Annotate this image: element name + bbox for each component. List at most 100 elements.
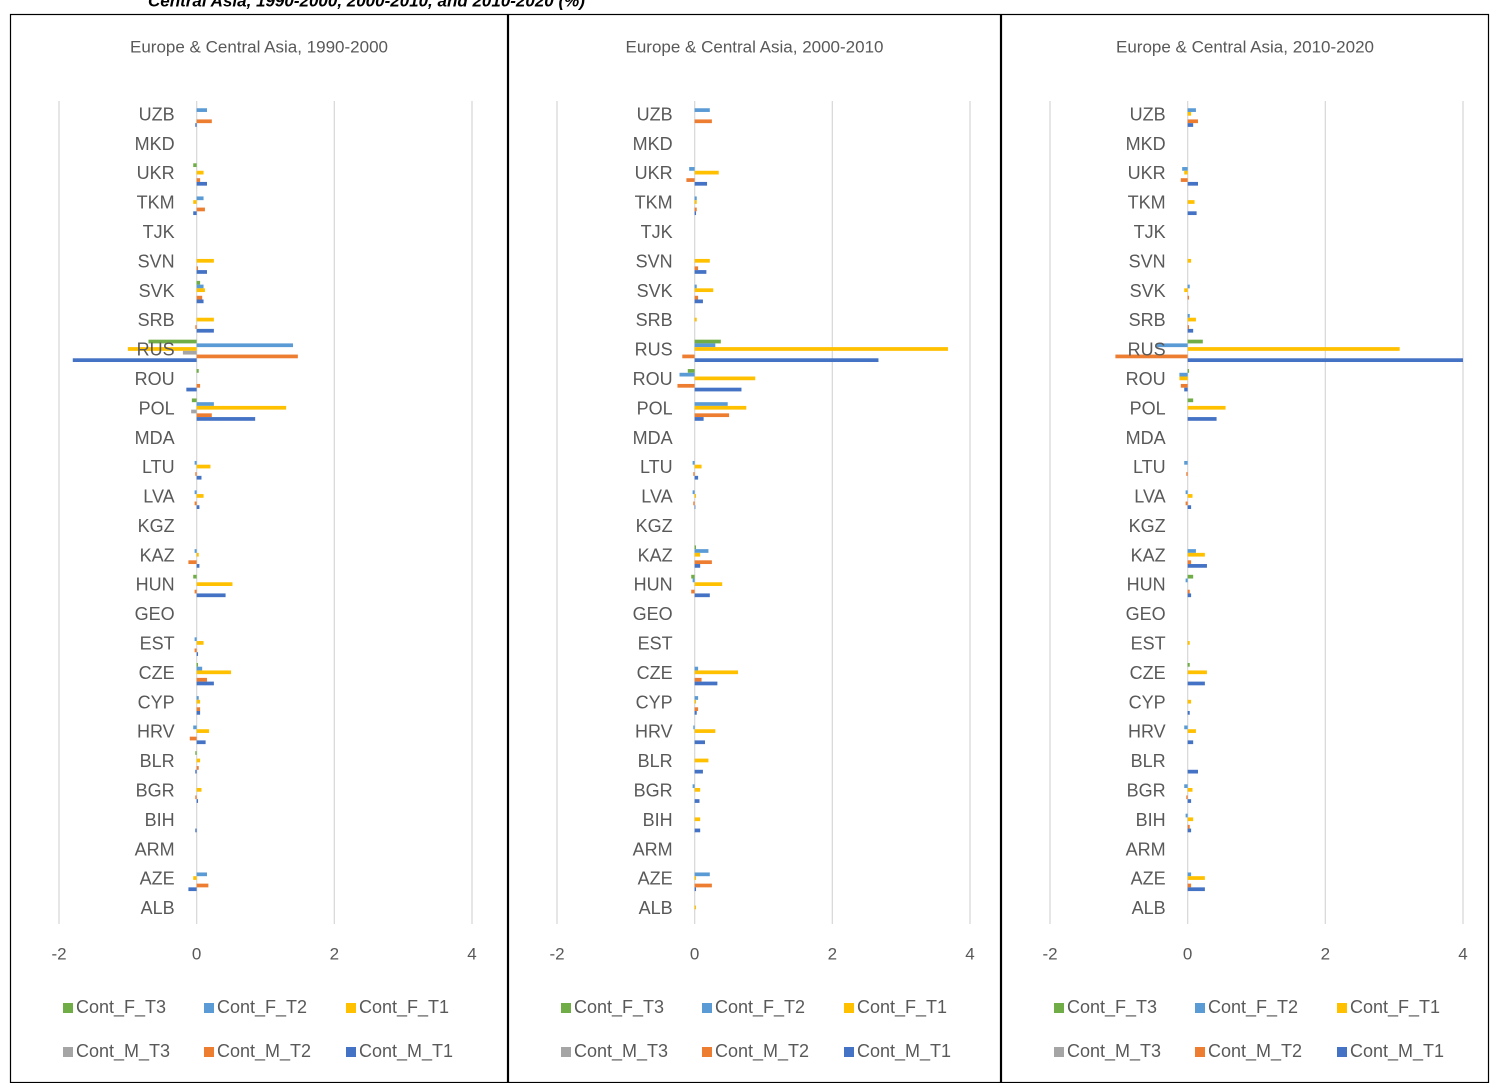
bar [196,758,201,763]
bar [196,582,233,586]
bar [1187,398,1194,403]
y-tick-label: EST [1131,634,1166,654]
bar [1187,769,1198,774]
bar [693,725,695,730]
bar [694,593,710,598]
bar [196,295,203,300]
bar [694,288,714,293]
bar [196,666,203,671]
y-tick-label: TJK [1134,222,1166,242]
legend-swatch [561,1047,571,1057]
bar [1187,108,1196,112]
bar [694,270,707,274]
bar [196,788,202,792]
bar [196,402,214,406]
y-tick-label: RUS [1128,340,1166,360]
bar [195,795,197,800]
bar [196,872,207,877]
y-tick-label: LTU [1133,457,1166,477]
legend-swatch [1337,1047,1347,1057]
bar [1187,317,1196,322]
legend-swatch [844,1047,854,1057]
legend-label: Cont_F_T2 [715,997,805,1018]
y-tick-label: SRB [138,310,175,330]
bar [693,472,695,476]
y-tick-label: CYP [636,692,673,712]
bar [694,200,697,204]
y-tick-label: UKR [1128,163,1166,183]
legend-swatch [1337,1003,1347,1013]
bar [196,641,204,645]
bar [1187,339,1203,344]
bar [196,280,201,285]
bar [694,729,716,733]
y-tick-label: BIH [145,810,175,830]
x-tick-label: 0 [690,944,699,963]
bar [194,589,197,594]
y-tick-label: TKM [137,193,175,213]
chart-title: Europe & Central Asia, 1990-2000 [130,37,388,56]
bar [196,343,294,348]
bar [694,317,697,322]
bar [1187,325,1190,329]
bar [196,883,209,888]
bar [694,883,712,888]
y-tick-label: TKM [635,193,673,213]
bar [191,398,197,403]
bar [1182,167,1188,171]
bar [1185,490,1188,495]
legend-swatch [1195,1003,1205,1013]
legend-swatch [561,1003,571,1013]
bar [1186,795,1188,800]
bar [1187,876,1205,880]
bar [693,501,695,506]
bar [196,317,214,322]
bar [694,582,723,586]
x-tick-label: 2 [330,944,339,963]
bar [196,799,199,803]
panel-border [507,13,1002,1083]
bar [1187,295,1190,300]
bar [694,119,712,124]
legend-label: Cont_M_T3 [1067,1041,1161,1062]
bar [193,200,197,204]
legend-label: Cont_M_T1 [1350,1041,1444,1062]
y-tick-label: SRB [1129,310,1166,330]
bar [694,710,697,715]
y-tick-label: HRV [635,722,673,742]
panel-border [9,13,509,1083]
x-tick-label: 4 [965,944,974,963]
y-tick-label: ARM [135,839,175,859]
legend-label: Cont_F_T1 [857,997,947,1018]
bar [196,328,214,333]
bar [1185,501,1188,506]
bar [196,564,200,568]
bar [694,545,697,550]
y-tick-label: KGZ [138,516,175,536]
bar [1187,641,1190,645]
bar [196,710,201,715]
legend-label: Cont_M_T1 [857,1041,951,1062]
bar [692,460,695,465]
y-tick-label: MDA [633,428,673,448]
bar [193,725,197,730]
y-tick-label: MKD [633,134,673,154]
y-tick-label: GEO [1126,604,1166,624]
y-tick-label: KAZ [638,545,673,565]
legend-label: Cont_F_T3 [76,997,166,1018]
bar [691,574,695,579]
y-tick-label: CYP [1129,692,1166,712]
bar [694,707,699,711]
bar [1187,574,1194,579]
bar [1187,111,1192,116]
bar [694,417,704,421]
y-tick-label: MKD [1126,134,1166,154]
bar [694,887,697,892]
bar [127,347,197,351]
bar [188,887,197,892]
bar [196,207,205,212]
bar [694,677,702,682]
bar [687,369,695,373]
y-tick-label: CYP [138,692,175,712]
